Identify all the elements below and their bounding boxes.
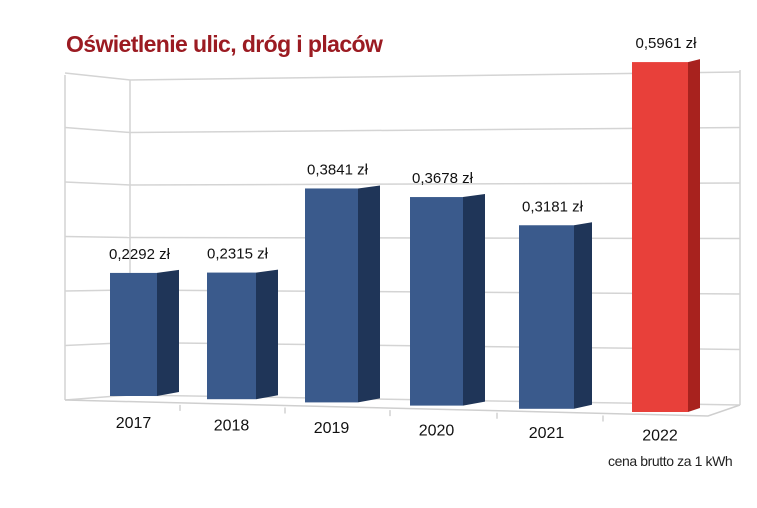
data-labels: 0,2292 zł 0,2315 zł 0,3841 zł 0,3678 zł 0,31… [109, 35, 697, 263]
bar-side [157, 269, 179, 396]
data-label: 0,3678 zł [412, 170, 474, 187]
x-tick-label: 2017 [116, 415, 152, 432]
side-gridline [64, 72, 131, 81]
x-axis-note: cena brutto za 1 kWh [608, 453, 732, 469]
bar-side [688, 59, 700, 413]
side-gridline [64, 181, 131, 186]
bar-side [574, 222, 592, 409]
x-tick-label: 2020 [419, 423, 455, 440]
floor-edge [64, 399, 741, 417]
x-tick-labels: 2017 2018 2019 2020 2021 2022 [116, 415, 678, 445]
bar [207, 272, 256, 400]
data-label: 0,3181 zł [522, 198, 584, 215]
bar-side [358, 185, 380, 403]
data-label: 0,3841 zł [307, 161, 369, 178]
bar [632, 62, 688, 413]
side-gridline [64, 126, 131, 134]
x-tick-label: 2022 [642, 428, 678, 445]
side-gridline [64, 235, 131, 239]
x-tick-label: 2019 [314, 420, 350, 437]
data-label: 0,2292 zł [109, 246, 171, 263]
data-label: 0,5961 zł [636, 35, 698, 52]
bar-side [256, 269, 278, 400]
bar-side [463, 194, 485, 406]
chart-title: Oświetlenie ulic, dróg i placów [66, 31, 383, 57]
x-tick-label: 2021 [529, 425, 565, 442]
bar [305, 188, 358, 403]
bar [519, 225, 574, 409]
bar [110, 272, 157, 396]
x-tick-label: 2018 [214, 418, 250, 435]
bar [410, 197, 463, 406]
data-label: 0,2315 zł [207, 246, 269, 263]
bars [110, 59, 700, 413]
